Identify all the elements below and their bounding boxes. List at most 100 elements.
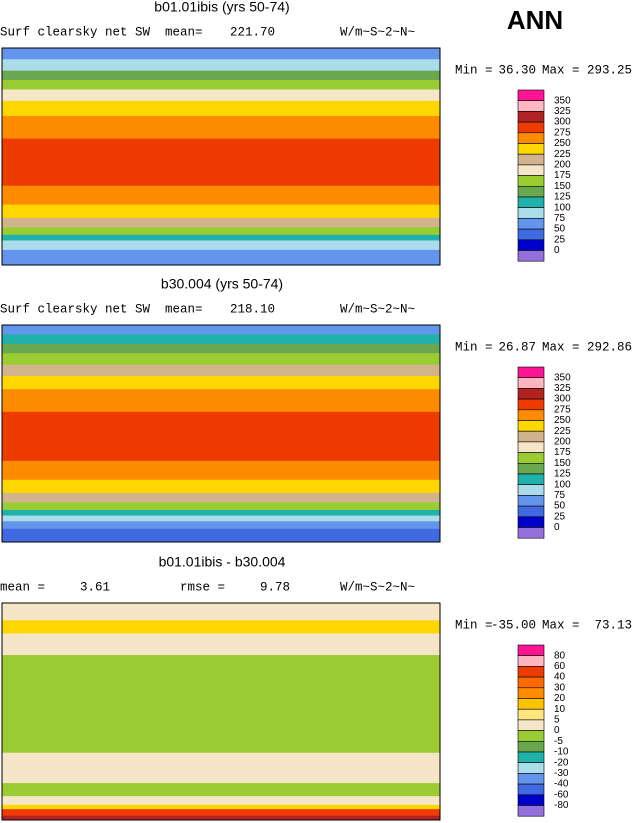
min-value: 36.30: [498, 63, 536, 77]
map-band: [2, 655, 440, 754]
colorbar-label: 250: [554, 415, 571, 426]
map-band: [2, 804, 440, 810]
colorbar-label: 75: [554, 213, 566, 224]
colorbar-box: [517, 143, 545, 155]
colorbar-box: [517, 516, 545, 528]
stat-value: 3.61: [80, 580, 110, 594]
season-title: ANN: [507, 5, 563, 35]
colorbar-label: 60: [554, 661, 566, 672]
map-band: [2, 515, 440, 522]
map-band: [2, 343, 440, 354]
colorbar-box: [517, 708, 545, 721]
stat-label: mean =: [0, 580, 45, 594]
colorbar-box: [517, 741, 545, 753]
colorbar-label: 0: [554, 245, 560, 256]
colorbar-box: [517, 420, 545, 432]
colorbar-label: 50: [554, 501, 566, 512]
colorbar-box: [517, 783, 545, 796]
colorbar-box: [517, 527, 545, 539]
map-band: [2, 204, 440, 219]
map-band: [2, 528, 440, 543]
colorbar-label: 0: [554, 725, 560, 736]
colorbar-label: 100: [554, 479, 571, 490]
colorbar-box: [517, 377, 545, 389]
colorbar-label: 75: [554, 490, 566, 501]
colorbar-box: [517, 239, 545, 251]
map-band: [2, 509, 440, 517]
colorbar-label: 25: [554, 234, 566, 245]
colorbar-label: 0: [554, 522, 560, 533]
map-band: [2, 375, 440, 390]
map-band: [2, 603, 440, 621]
map-band: [2, 249, 440, 266]
colorbar-label: -30: [554, 768, 569, 779]
stat-value: 221.70: [230, 25, 275, 39]
max-label: Max =: [542, 618, 580, 632]
colorbar-box: [517, 121, 545, 134]
map-band: [2, 70, 440, 81]
colorbar-box: [517, 132, 545, 144]
min-label: Min =: [455, 340, 493, 354]
colorbar-box: [517, 495, 545, 507]
colorbar-box: [517, 794, 545, 806]
colorbar-box: [517, 153, 545, 166]
colorbar-box: [517, 505, 545, 518]
colorbar-box: [517, 730, 545, 742]
colorbar-box: [517, 473, 545, 485]
colorbar-label: -40: [554, 779, 569, 790]
colorbar-label: -10: [554, 747, 569, 758]
map-band: [2, 815, 440, 821]
colorbar-box: [517, 773, 545, 785]
colorbar-box: [517, 441, 545, 453]
panel: b01.01ibis - b30.004 mean = 3.61 rmse = 9.78…: [0, 554, 632, 821]
units: W/m~S~2~N~: [340, 302, 415, 316]
colorbar-label: 5: [554, 715, 560, 726]
colorbar-label: 40: [554, 672, 566, 683]
colorbar-box: [517, 207, 545, 219]
colorbar-label: 175: [554, 447, 571, 458]
colorbar-box: [517, 250, 545, 262]
map-band: [2, 240, 440, 251]
map-band: [2, 217, 440, 228]
max-label: Max =: [542, 63, 580, 77]
colorbar-label: 325: [554, 106, 571, 117]
units: W/m~S~2~N~: [340, 25, 415, 39]
colorbar-label: 350: [554, 95, 571, 106]
colorbar-box: [517, 452, 545, 464]
stat-label: rmse =: [180, 580, 225, 594]
map-band: [2, 411, 440, 462]
colorbar-box: [517, 484, 545, 496]
max-value: 73.13: [594, 618, 632, 632]
colorbar-box: [517, 719, 545, 731]
stat-value: 9.78: [260, 580, 290, 594]
colorbar-box: [517, 698, 545, 710]
map-band: [2, 185, 440, 206]
map-band: [2, 492, 440, 503]
colorbar-box: [517, 666, 545, 678]
min-label: Min =: [455, 63, 493, 77]
colorbar-box: [517, 409, 545, 421]
stat-label: mean=: [165, 302, 203, 316]
map-band: [2, 809, 440, 817]
colorbar-box: [517, 228, 545, 241]
map-band: [2, 502, 440, 511]
colorbar-label: 200: [554, 160, 571, 171]
map-band: [2, 115, 440, 140]
colorbar-label: -5: [554, 736, 563, 747]
map-frame: [1, 324, 441, 543]
colorbar-label: 300: [554, 394, 571, 405]
units: W/m~S~2~N~: [340, 580, 415, 594]
colorbar-label: 225: [554, 426, 571, 437]
map-band: [2, 364, 440, 377]
map-band: [2, 89, 440, 102]
map-band: [2, 353, 440, 366]
min-value: 26.87: [498, 340, 536, 354]
min-label: Min =: [455, 618, 493, 632]
colorbar-box: [517, 751, 545, 763]
map-band: [2, 752, 440, 784]
map-band: [2, 59, 440, 72]
colorbar-label: -20: [554, 757, 569, 768]
stat-label: Surf clearsky net SW: [0, 302, 151, 316]
colorbar-label: 125: [554, 192, 571, 203]
panel: b01.01ibis (yrs 50-74)Surf clearsky net …: [0, 0, 632, 266]
